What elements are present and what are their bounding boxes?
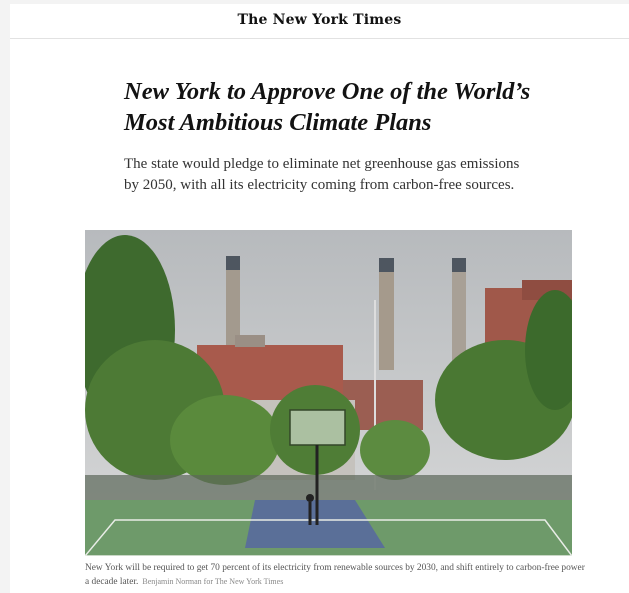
photo-credit: Benjamin Norman for The New York Times bbox=[142, 577, 283, 586]
summary: The state would pledge to eliminate net … bbox=[124, 154, 524, 196]
screen: The New York Times New York to Approve O… bbox=[0, 0, 629, 593]
page: The New York Times New York to Approve O… bbox=[10, 4, 629, 593]
photo bbox=[85, 230, 572, 556]
headline: New York to Approve One of the World’s M… bbox=[124, 76, 564, 138]
caption: New York will be required to get 70 perc… bbox=[85, 562, 585, 589]
top-bar: The New York Times bbox=[10, 4, 629, 39]
masthead[interactable]: The New York Times bbox=[10, 12, 629, 28]
